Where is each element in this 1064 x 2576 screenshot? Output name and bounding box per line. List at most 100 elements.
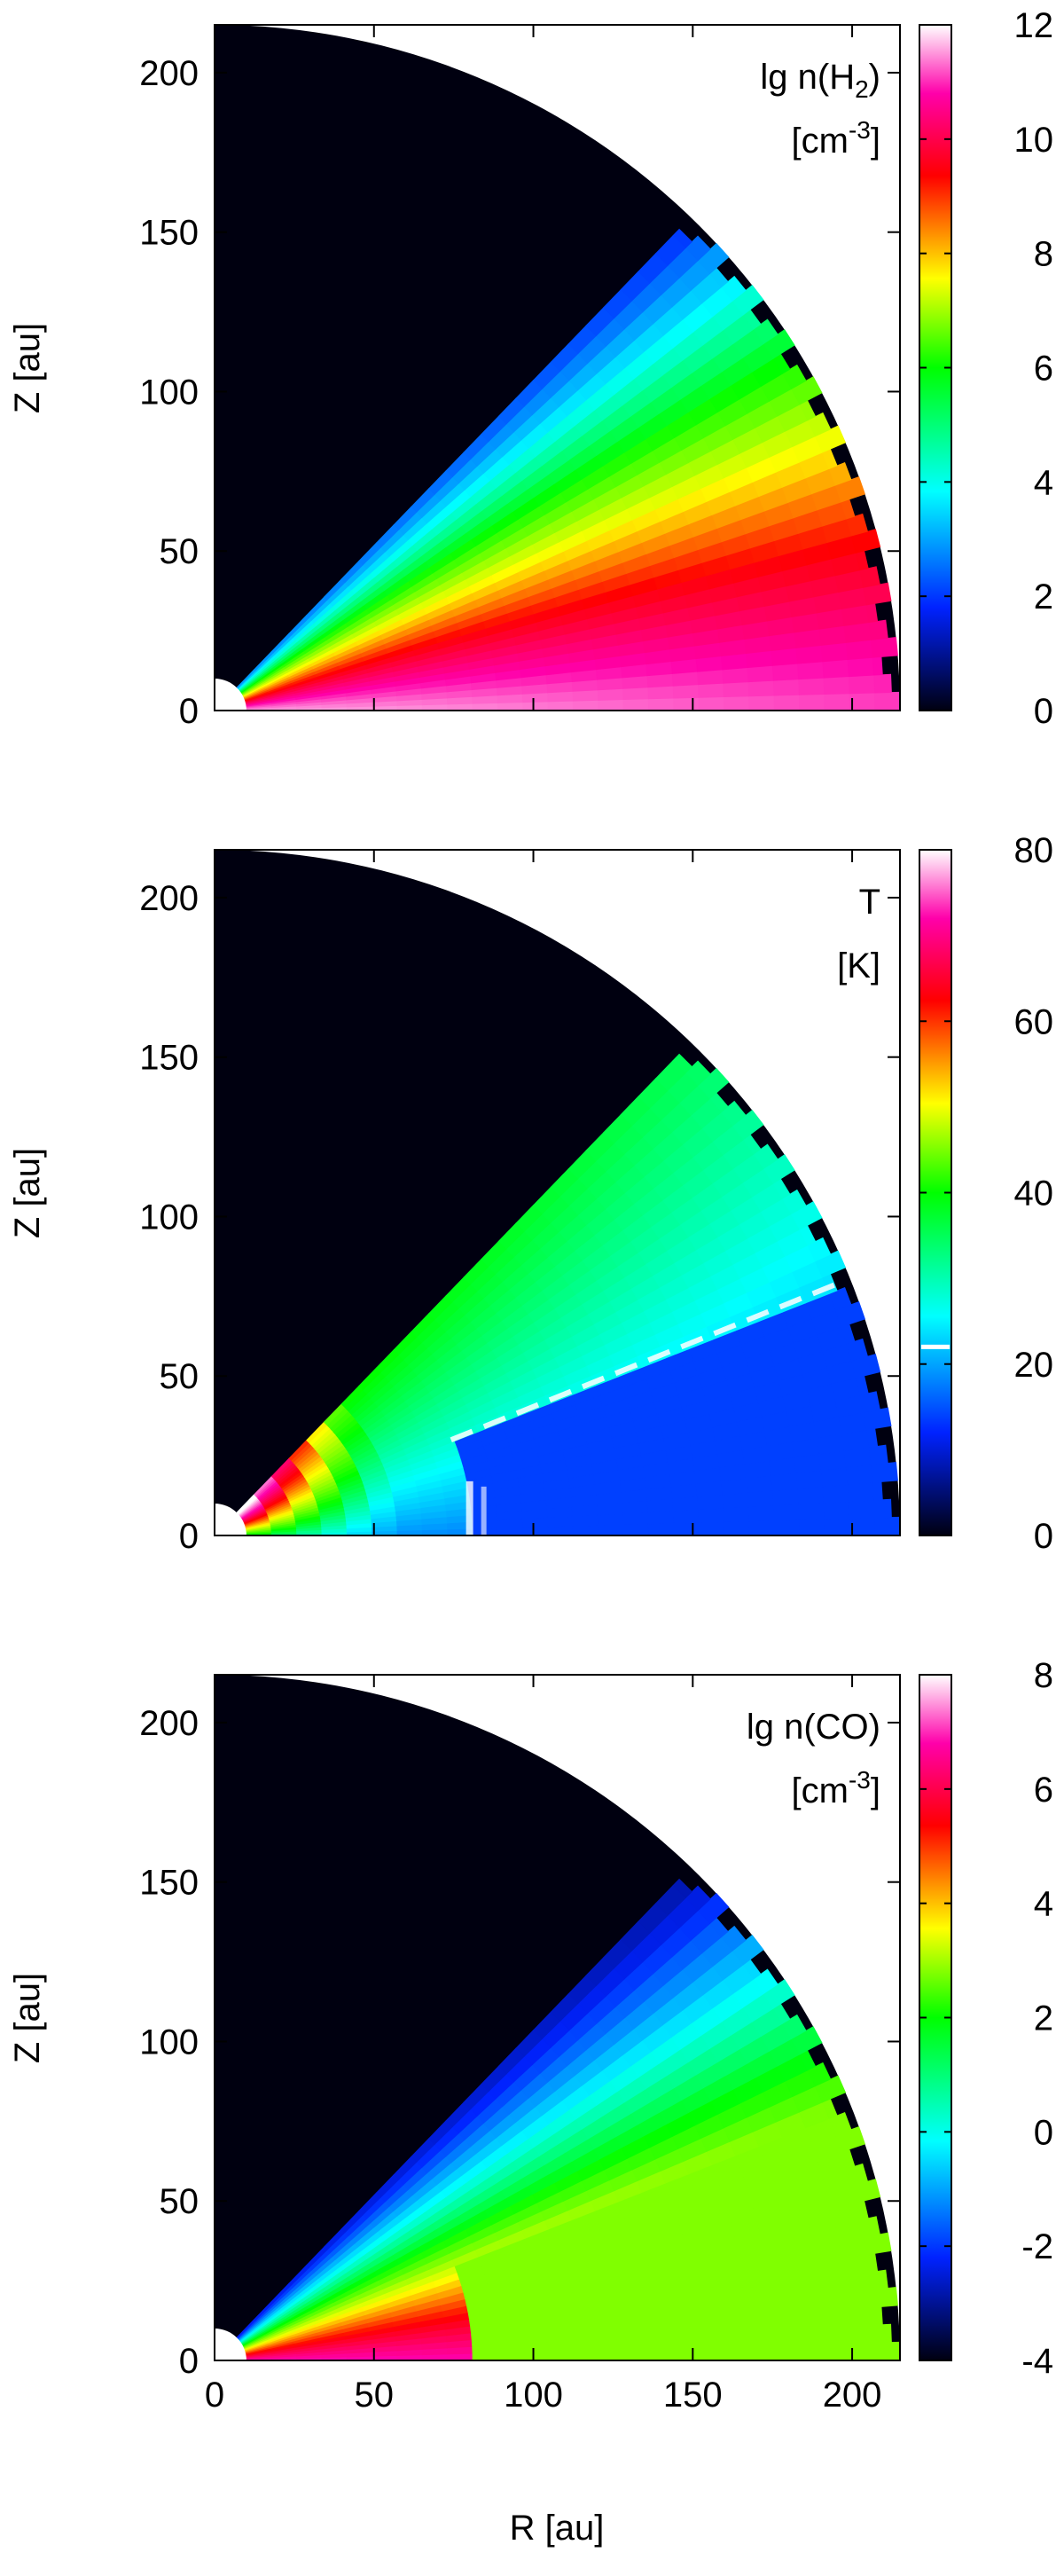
y-tick-label: 200 xyxy=(139,879,199,918)
y-tick-label: 200 xyxy=(139,54,199,93)
unit-exponent: -3 xyxy=(849,116,871,144)
x-ticks xyxy=(214,850,854,1535)
disk-cell xyxy=(698,1507,724,1523)
disk-cell xyxy=(822,659,849,679)
disk-cell xyxy=(421,1528,449,1536)
inner-hole xyxy=(215,2329,246,2360)
disk-cell xyxy=(673,2346,700,2361)
colorbar-tick-label: 4 xyxy=(1034,1885,1053,1924)
disk-cell xyxy=(672,1878,692,1898)
y-ticks: 0 50 100 150 200 xyxy=(139,54,900,731)
disk-cell xyxy=(822,1484,849,1504)
colorbar: -4 -2 0 2 4 6 8 xyxy=(919,1656,1053,2381)
disk-cell xyxy=(698,696,724,711)
colorbar-tick-label: 6 xyxy=(1034,349,1053,389)
disk-cell xyxy=(822,2309,849,2329)
colorbar-tick-label: 80 xyxy=(1014,831,1054,870)
disk-cell xyxy=(846,513,869,537)
disk-cell xyxy=(849,1517,876,1536)
disk-cell xyxy=(723,1506,750,1523)
disk-cell xyxy=(845,639,873,660)
quantity-label: lg n(H2) xyxy=(760,58,880,103)
disk-cell xyxy=(814,1250,847,1278)
disk-cell xyxy=(814,425,847,453)
plot-frame xyxy=(214,1674,901,2361)
disk-cell xyxy=(547,700,574,711)
colorbar-tick-label: 8 xyxy=(1034,1656,1053,1695)
quantity-unit: [cm-3] xyxy=(792,116,880,161)
disk-cell xyxy=(497,2352,524,2361)
colorbar-tick-label: 0 xyxy=(1034,1517,1053,1556)
x-tick-label: 100 xyxy=(504,2376,563,2415)
disk-cell xyxy=(732,284,764,316)
x-ticks xyxy=(214,25,854,711)
disk-cell xyxy=(849,692,876,711)
disk-cell xyxy=(598,1524,624,1536)
disk-cell xyxy=(697,242,730,275)
disk-cell xyxy=(647,1522,675,1536)
disk-cell xyxy=(798,2327,825,2345)
disk-cell xyxy=(522,701,549,711)
unit-close: ] xyxy=(871,122,880,161)
colorbar-tick-label: 2 xyxy=(1034,577,1053,617)
disk-cell xyxy=(859,566,880,588)
disk-cell xyxy=(798,1519,825,1536)
heatmap-temperature xyxy=(215,850,901,1536)
disk-cell xyxy=(572,1514,599,1527)
x-tick-label: 150 xyxy=(663,2376,723,2415)
disk-cell xyxy=(763,1154,795,1184)
quantity-close: ) xyxy=(869,58,880,97)
disk-cell xyxy=(447,703,473,711)
disk-cell xyxy=(447,2352,473,2361)
disk-cell xyxy=(859,1391,880,1413)
disk-cell xyxy=(845,1464,873,1485)
disk-cell xyxy=(698,1521,724,1536)
y-ticks: 0 50 100 150 200 xyxy=(139,1704,900,2381)
disk-cell xyxy=(722,667,749,684)
disk-cell xyxy=(846,2163,869,2187)
disk-cell xyxy=(870,636,898,658)
disk-cell xyxy=(747,679,775,697)
disk-cell xyxy=(824,2343,850,2361)
y-tick-label: 50 xyxy=(160,2182,200,2221)
colorbar: 0 2 4 6 8 10 12 xyxy=(919,6,1053,731)
disk-cell xyxy=(472,2352,498,2361)
disk-cell xyxy=(807,1237,832,1262)
colorbar-tick-label: 10 xyxy=(1014,121,1054,160)
disk-cell xyxy=(572,2350,599,2361)
disk-cell xyxy=(747,1504,775,1522)
disk-cell xyxy=(868,619,888,640)
disk-cell xyxy=(598,2349,624,2361)
disk-cell xyxy=(723,1520,750,1536)
disk-cell xyxy=(847,1481,875,1503)
disk-cell xyxy=(547,1515,574,1528)
x-tick-label: 0 xyxy=(205,2376,224,2415)
quantity-label: lg n(CO) xyxy=(747,1708,880,1747)
disk-cell xyxy=(771,1488,800,1506)
disk-cell xyxy=(672,1509,700,1524)
disk-cell xyxy=(872,1481,883,1501)
disk-cell xyxy=(522,1526,549,1536)
disk-cell xyxy=(547,2350,574,2361)
disk-cell xyxy=(497,702,524,711)
x-axis-label: R [au] xyxy=(510,2509,605,2548)
inner-hole xyxy=(215,679,246,711)
y-tick-label: 0 xyxy=(179,692,199,731)
disk-cell xyxy=(723,2345,750,2361)
disk-cell xyxy=(671,671,699,687)
disk-cell xyxy=(798,677,825,695)
disk-cell xyxy=(781,1189,807,1215)
y-axis-label: Z [au] xyxy=(8,1973,47,2063)
disk-cell xyxy=(823,1501,850,1520)
disk-cell xyxy=(622,687,649,701)
disk-cell xyxy=(772,1504,800,1521)
disk-cell xyxy=(698,2346,724,2361)
disk-cell xyxy=(828,1286,852,1311)
disk-cell xyxy=(859,2216,880,2238)
disk-cell xyxy=(868,1444,888,1465)
disk-cell xyxy=(597,2337,624,2351)
disk-cell xyxy=(868,2269,888,2290)
disk-cell xyxy=(845,2289,873,2310)
x-ticks: 0 50 100 150 200 xyxy=(205,1675,881,2415)
disk-cell xyxy=(847,2306,875,2328)
